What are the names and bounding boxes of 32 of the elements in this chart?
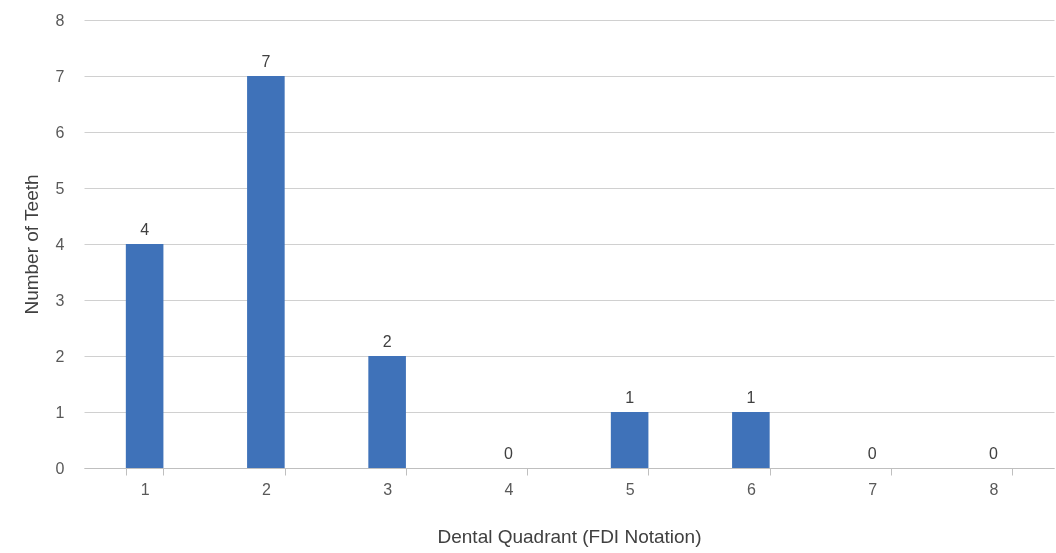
x-tick-label: 3 (383, 480, 393, 498)
data-label: 0 (867, 445, 877, 462)
bar (732, 412, 770, 468)
bar (368, 356, 406, 468)
x-tick-label: 8 (989, 480, 999, 498)
bar (610, 412, 649, 468)
x-tick-label: 7 (868, 480, 878, 498)
y-tick-label: 2 (55, 347, 65, 365)
data-label: 7 (261, 53, 271, 70)
data-label: 4 (140, 221, 150, 238)
y-tick-label: 0 (55, 459, 65, 477)
y-tick-label: 1 (55, 403, 65, 421)
y-tick-label: 3 (55, 291, 65, 309)
bar (247, 76, 285, 468)
y-tick-label: 5 (55, 179, 65, 197)
x-tick-label: 5 (625, 480, 635, 498)
x-tick-label: 1 (140, 480, 150, 498)
y-tick-label: 8 (55, 11, 65, 29)
data-label: 1 (625, 389, 635, 406)
x-tick-label: 6 (746, 480, 756, 498)
y-tick-label: 4 (55, 235, 65, 253)
data-label: 1 (746, 389, 756, 406)
y-tick-label: 6 (55, 123, 65, 141)
x-tick-label: 4 (504, 480, 514, 498)
data-label: 0 (503, 445, 513, 462)
x-tick-label: 2 (261, 480, 271, 498)
data-label: 0 (988, 445, 998, 462)
data-label: 2 (382, 333, 392, 350)
y-tick-label: 7 (55, 67, 65, 85)
y-axis-title: Number of Teeth (20, 174, 42, 315)
x-axis-title: Dental Quadrant (FDI Notation) (437, 525, 702, 547)
bar (125, 244, 164, 468)
